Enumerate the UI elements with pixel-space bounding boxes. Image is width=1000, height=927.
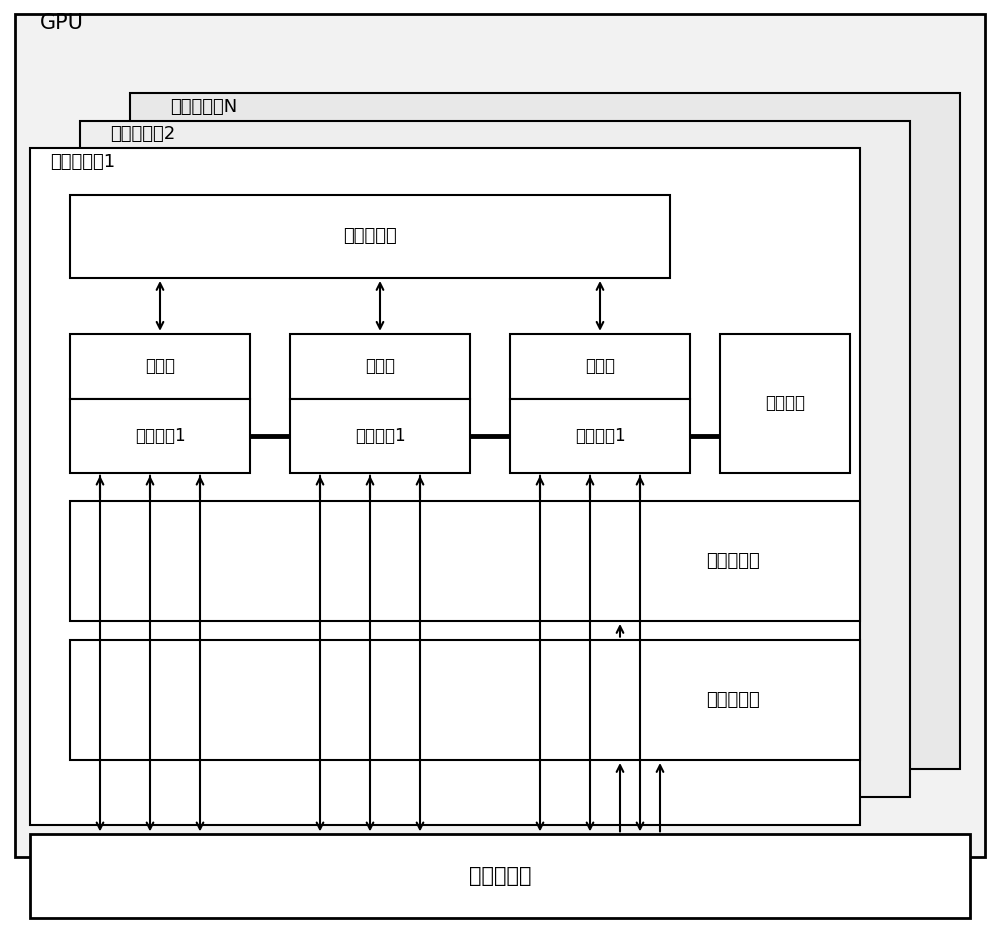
Bar: [30, 834, 970, 918]
Bar: [290, 334, 470, 399]
Bar: [30, 148, 860, 825]
Text: 寄存器: 寄存器: [365, 357, 395, 375]
Text: 共享存储器: 共享存储器: [343, 227, 397, 246]
Text: 常数存储器: 常数存储器: [706, 552, 760, 570]
Text: 全局存储器: 全局存储器: [469, 866, 531, 886]
Bar: [510, 334, 690, 399]
Bar: [70, 195, 670, 278]
Text: 寄存器: 寄存器: [585, 357, 615, 375]
Text: GPU: GPU: [40, 13, 84, 33]
Text: 流多处理器N: 流多处理器N: [170, 97, 237, 116]
Bar: [720, 334, 850, 473]
Text: 流多处理器2: 流多处理器2: [110, 125, 175, 144]
Text: 纹理存储器: 纹理存储器: [706, 691, 760, 709]
Bar: [70, 399, 250, 473]
Bar: [70, 640, 860, 760]
Bar: [80, 121, 910, 797]
Text: 寄存器: 寄存器: [145, 357, 175, 375]
Bar: [510, 399, 690, 473]
Text: 流处理器1: 流处理器1: [355, 426, 405, 445]
Text: 指令模块: 指令模块: [765, 394, 805, 413]
Bar: [70, 334, 250, 399]
Text: 流处理器1: 流处理器1: [575, 426, 625, 445]
Bar: [70, 501, 860, 621]
Text: 流处理器1: 流处理器1: [135, 426, 185, 445]
Bar: [290, 399, 470, 473]
Bar: [130, 93, 960, 769]
Text: 流多处理器1: 流多处理器1: [50, 153, 115, 171]
